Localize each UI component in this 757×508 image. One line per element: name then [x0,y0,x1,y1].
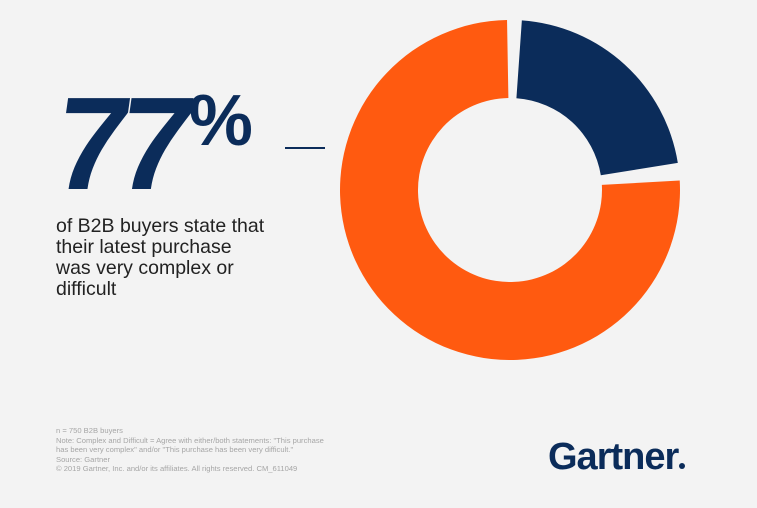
footnote: n = 750 B2B buyers Note: Complex and Dif… [56,426,396,474]
donut-chart [340,20,680,361]
donut-slice-very-complex-or-difficult [340,20,680,361]
donut-slice-other [516,20,678,176]
footnote-copyright: © 2019 Gartner, Inc. and/or its affiliat… [56,464,298,474]
footnote-note-line-2: has been very complex" and/or "This purc… [56,445,294,455]
headline-caption: of B2B buyers state that their latest pu… [56,215,265,300]
connector-line [285,147,325,149]
logo-wordmark: Gartner [548,436,679,478]
footnote-source: Source: Gartner [56,454,111,464]
headline-stat: 77 % of B2B buyers state that their late… [46,70,336,300]
headline-percent-sign: % [188,81,253,161]
footnote-sample-size: n = 750 B2B buyers [56,426,123,435]
logo-dot-icon [679,463,686,469]
headline-digits: 77 [45,70,194,217]
headline-number: 77 % [46,70,336,217]
footnote-note-line-1: Note: Complex and Difficult = Agree with… [56,435,324,445]
gartner-logo: Gartner [548,436,686,478]
